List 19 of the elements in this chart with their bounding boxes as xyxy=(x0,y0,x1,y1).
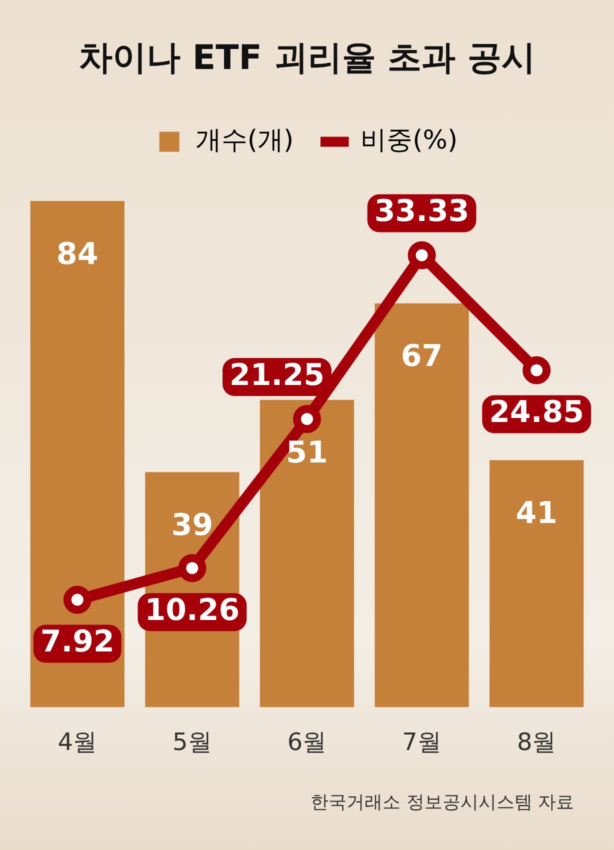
x-tick-label: 6월 xyxy=(287,728,327,756)
data-label: 24.85 xyxy=(489,395,584,430)
legend-label: 비중(%) xyxy=(360,126,458,156)
x-tick-label: 4월 xyxy=(58,728,98,756)
data-label: 51 xyxy=(286,436,328,471)
chart-title: 차이나 ETF 괴리율 초과 공시 xyxy=(78,38,536,78)
data-label: 84 xyxy=(56,236,98,272)
data-label: 33.33 xyxy=(374,194,470,230)
legend-label: 개수(개) xyxy=(195,126,294,156)
data-label: 39 xyxy=(171,508,214,543)
x-tick-label: 5월 xyxy=(172,728,212,756)
x-tick-label: 7월 xyxy=(402,728,442,756)
data-label: 21.25 xyxy=(230,358,324,393)
data-label: 67 xyxy=(400,339,443,374)
data-label: 7.92 xyxy=(40,624,114,660)
data-label: 41 xyxy=(516,496,558,531)
data-label: 10.26 xyxy=(144,592,240,628)
x-tick-label: 8월 xyxy=(516,728,556,756)
text: 한국거래소 정보공시시스템 자료 xyxy=(310,791,574,814)
